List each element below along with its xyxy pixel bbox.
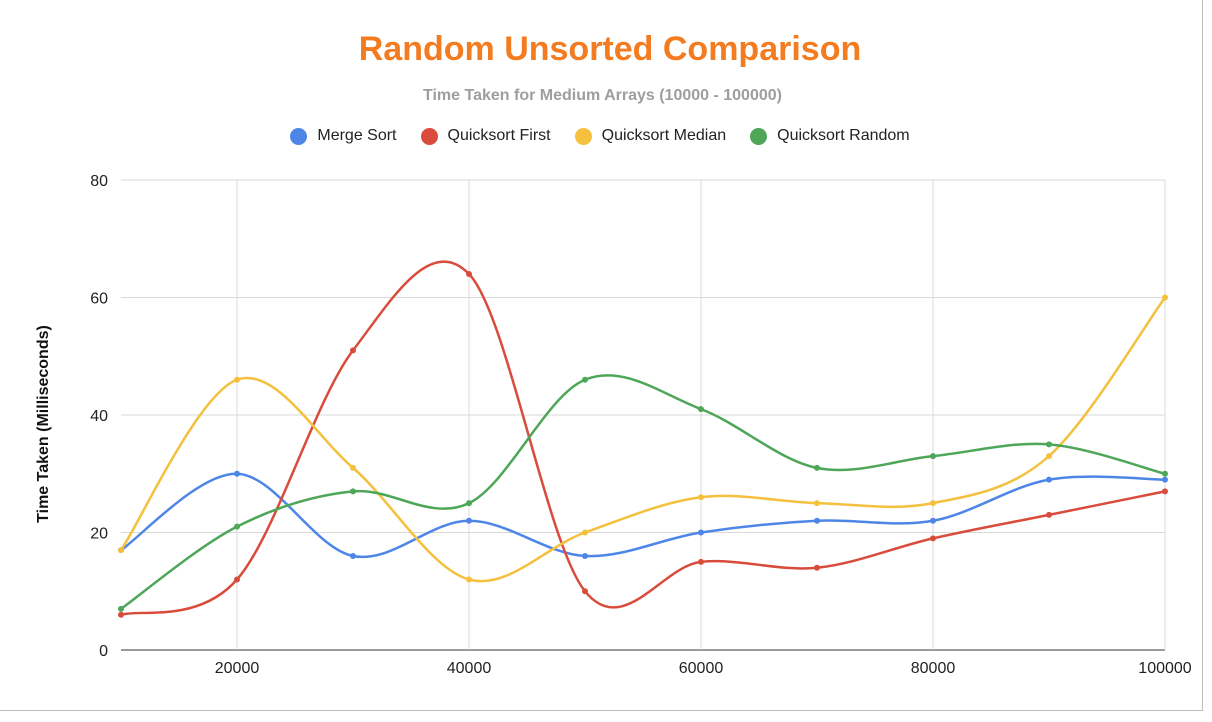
data-point-quicksort-first — [118, 611, 124, 618]
legend-label: Quicksort Median — [601, 127, 727, 144]
legend-item-merge-sort[interactable]: Merge Sort — [290, 127, 397, 145]
y-tick-label: 80 — [90, 173, 108, 190]
data-point-quicksort-random — [814, 464, 820, 471]
y-tick-label: 60 — [90, 291, 108, 308]
data-point-quicksort-median — [582, 529, 588, 536]
legend-item-quicksort-random[interactable]: Quicksort Random — [750, 127, 910, 145]
data-point-quicksort-random — [118, 605, 124, 612]
legend-marker-icon — [574, 127, 592, 145]
legend-marker-icon — [290, 127, 308, 145]
x-tick-label: 60000 — [679, 660, 724, 677]
data-point-quicksort-first — [350, 347, 356, 354]
data-point-quicksort-first — [698, 558, 704, 565]
data-point-quicksort-first — [466, 271, 472, 277]
data-point-quicksort-median — [698, 494, 704, 501]
data-point-quicksort-first — [582, 588, 588, 595]
x-tick-label: 20000 — [215, 660, 260, 677]
data-point-quicksort-median — [350, 464, 356, 471]
data-point-merge-sort — [350, 553, 356, 559]
data-point-quicksort-random — [1162, 470, 1168, 477]
data-point-quicksort-median — [1162, 294, 1168, 301]
data-point-merge-sort — [814, 517, 820, 524]
legend: Merge Sort Quicksort First Quicksort Med… — [0, 127, 1200, 145]
data-point-merge-sort — [466, 517, 472, 524]
data-point-quicksort-median — [1046, 453, 1052, 460]
data-point-quicksort-first — [930, 535, 936, 542]
data-point-quicksort-random — [234, 523, 240, 530]
data-point-quicksort-first — [234, 576, 240, 583]
y-tick-label: 0 — [99, 643, 108, 660]
data-point-merge-sort — [582, 553, 588, 559]
chart-title: Random Unsorted Comparison — [358, 30, 862, 68]
chart-subtitle: Time Taken for Medium Arrays (10000 - 10… — [423, 87, 782, 104]
series-line-quicksort-random — [120, 374, 1166, 610]
data-point-quicksort-median — [814, 500, 820, 507]
legend-item-quicksort-median[interactable]: Quicksort Median — [574, 127, 727, 145]
y-tick-label: 40 — [90, 408, 108, 425]
data-point-merge-sort — [930, 517, 936, 524]
data-point-merge-sort — [698, 529, 704, 536]
data-point-quicksort-first — [814, 564, 820, 571]
data-point-quicksort-first — [1046, 511, 1052, 518]
data-point-quicksort-random — [350, 488, 356, 495]
x-tick-label: 40000 — [447, 660, 492, 677]
data-point-merge-sort — [234, 470, 240, 477]
data-point-merge-sort — [1046, 476, 1052, 483]
data-point-merge-sort — [1162, 476, 1168, 483]
x-tick-label: 80000 — [911, 660, 956, 677]
legend-marker-icon — [420, 127, 438, 145]
data-point-quicksort-median — [930, 500, 936, 507]
data-point-quicksort-first — [1162, 488, 1168, 495]
series-line-quicksort-median — [119, 296, 1167, 583]
data-point-quicksort-random — [1046, 441, 1052, 448]
legend-label: Merge Sort — [317, 127, 397, 144]
data-point-quicksort-random — [466, 500, 472, 507]
data-point-quicksort-random — [582, 376, 588, 383]
legend-item-quicksort-first[interactable]: Quicksort First — [420, 127, 551, 145]
chart-frame[interactable] — [0, 0, 1203, 711]
legend-label: Quicksort Random — [777, 127, 910, 144]
legend-marker-icon — [750, 127, 768, 145]
data-point-quicksort-median — [234, 376, 240, 383]
data-point-quicksort-random — [698, 406, 704, 413]
legend-label: Quicksort First — [447, 127, 551, 144]
x-tick-label: 100000 — [1138, 660, 1191, 677]
data-point-quicksort-median — [118, 547, 124, 554]
y-tick-label: 20 — [90, 526, 108, 543]
series-line-quicksort-first — [120, 260, 1166, 616]
series-line-merge-sort — [120, 472, 1166, 559]
data-point-quicksort-median — [466, 576, 472, 583]
data-point-quicksort-random — [930, 453, 936, 460]
